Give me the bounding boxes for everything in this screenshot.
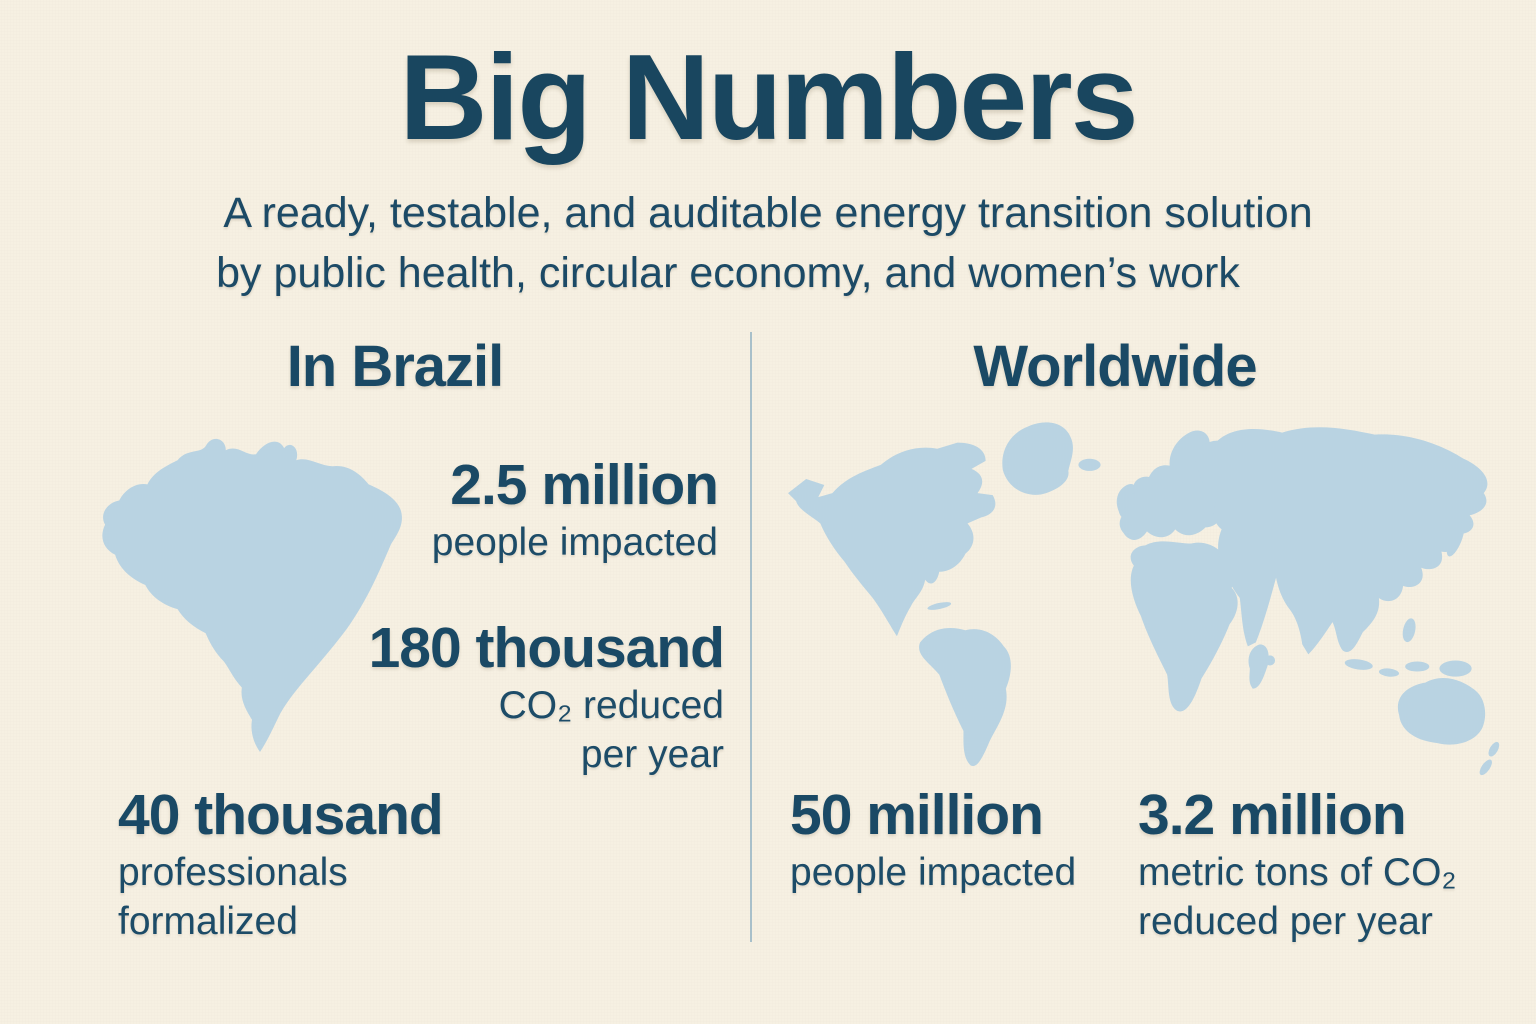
stat-brazil-people-impacted: 2.5 million people impacted (340, 452, 719, 567)
section-divider (750, 332, 752, 942)
stat-label: formalized (118, 900, 298, 943)
stat-label: people impacted (790, 851, 1077, 894)
stat-worldwide-people-impacted: 50 million people impacted (790, 782, 1150, 897)
stat-value: 2.5 million (450, 453, 719, 517)
stat-label: people impacted (431, 521, 718, 564)
stat-label: per year (580, 733, 724, 776)
page-title: Big Numbers (399, 29, 1138, 165)
stat-label: reduced per year (1138, 900, 1433, 943)
stat-worldwide-co2-reduced: 3.2 million metric tons of CO₂ reduced p… (1138, 782, 1518, 946)
stat-value: 50 million (790, 783, 1044, 847)
page-subtitle: A ready, testable, and auditable energy … (0, 183, 1536, 303)
worldwide-section-heading: Worldwide (973, 334, 1257, 399)
stat-value: 3.2 million (1138, 783, 1407, 847)
subtitle-line-2: by public health, circular economy, and … (216, 249, 1240, 297)
stat-label: professionals (118, 851, 348, 894)
stat-brazil-co2-reduced: 180 thousand CO₂ reduced per year (330, 615, 725, 779)
stat-label: CO₂ reduced (498, 684, 724, 727)
stat-value: 180 thousand (368, 616, 725, 680)
stat-brazil-professionals-formalized: 40 thousand professionals formalized (118, 782, 538, 946)
subtitle-line-1: A ready, testable, and auditable energy … (223, 189, 1313, 237)
stat-value: 40 thousand (118, 783, 444, 847)
brazil-section-heading: In Brazil (286, 334, 505, 399)
stat-label: metric tons of CO₂ (1138, 851, 1457, 894)
world-map-icon (788, 422, 1500, 776)
